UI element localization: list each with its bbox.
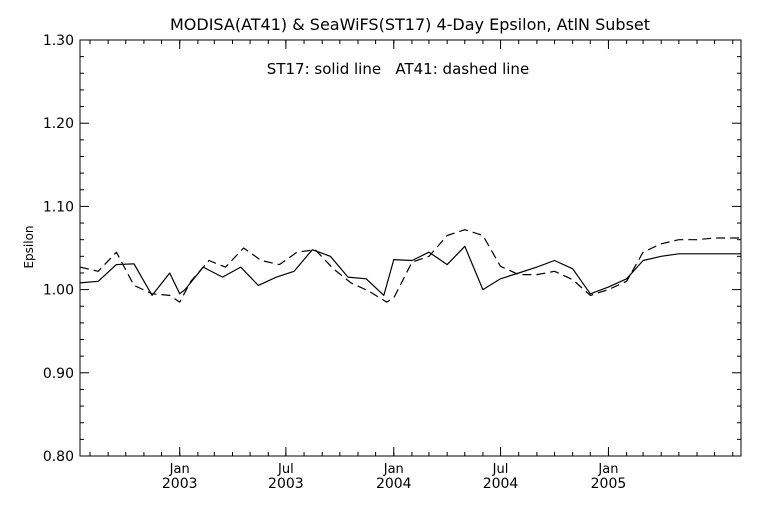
x-tick-year-label: 2003 [162,476,198,492]
plot-frame [79,39,742,457]
series-line-st17 [79,245,741,296]
y-tick-label: 0.80 [43,449,74,465]
series-annotation: ST17: solid line AT41: dashed line [267,60,529,78]
x-tick-month-label: Jul [492,462,509,477]
axis-layer: 0.800.901.001.101.201.30Jan2003Jul2003Ja… [43,33,741,492]
x-tick-year-label: 2003 [268,476,304,492]
y-tick-label: 1.00 [43,283,74,299]
series-line-at41 [79,229,741,303]
series-layer [79,229,741,303]
x-tick-month-label: Jul [277,462,294,477]
y-tick-label: 1.10 [43,199,74,215]
y-tick-label: 1.20 [43,116,74,132]
x-tick-month-label: Jan [383,462,404,477]
x-tick-month-label: Jan [169,462,190,477]
x-tick-year-label: 2004 [376,476,412,492]
x-tick-year-label: 2005 [591,476,627,492]
chart-title: MODISA(AT41) & SeaWiFS(ST17) 4-Day Epsil… [170,15,650,34]
y-tick-label: 1.30 [43,33,74,49]
y-axis-label: Epsilon [22,225,36,268]
x-tick-year-label: 2004 [483,476,519,492]
x-tick-month-label: Jan [597,462,618,477]
y-tick-label: 0.90 [43,366,74,382]
